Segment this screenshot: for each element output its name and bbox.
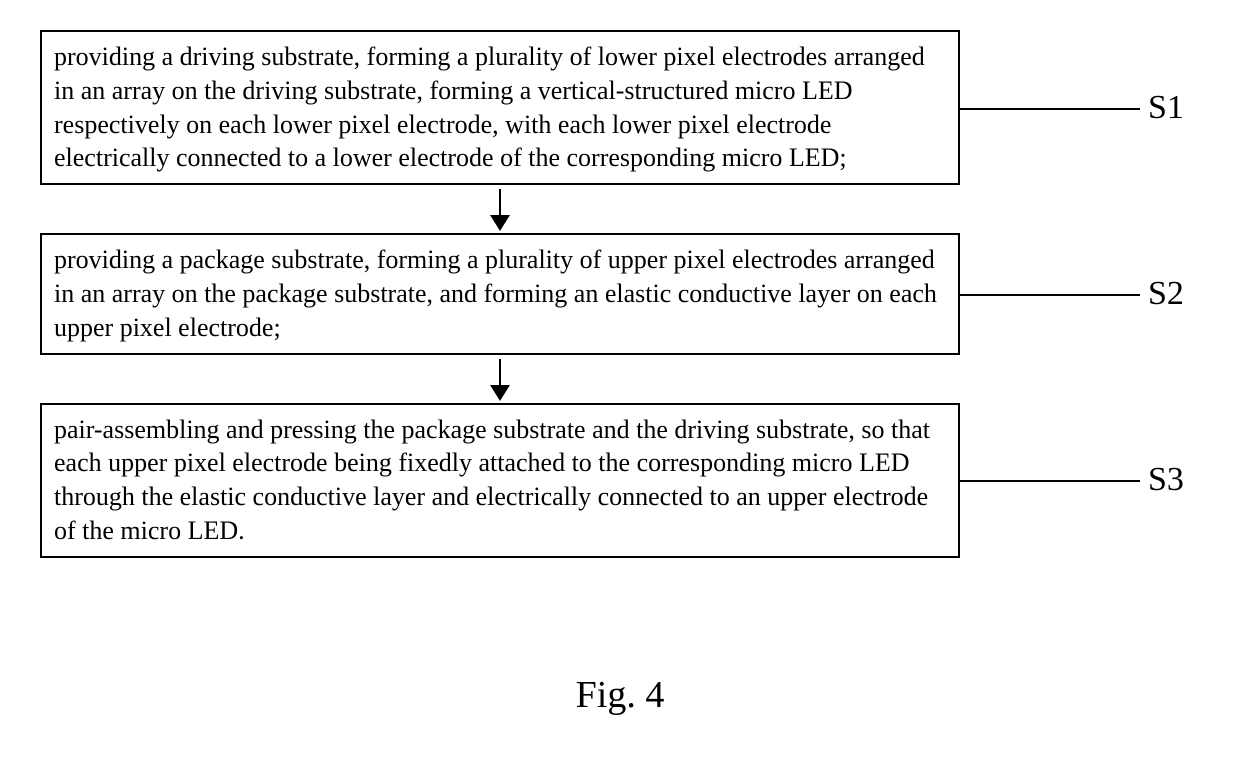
figure-label: Fig. 4 [0, 673, 1240, 717]
flowchart: providing a driving substrate, forming a… [40, 30, 1200, 558]
step-box-2: providing a package substrate, forming a… [40, 233, 960, 354]
connector-line-2 [960, 294, 1140, 296]
step-label-2: S2 [1148, 275, 1184, 313]
arrow-2 [40, 355, 960, 403]
step-row-1: providing a driving substrate, forming a… [40, 30, 1200, 185]
step-label-1: S1 [1148, 89, 1184, 127]
step-text-2: providing a package substrate, forming a… [54, 245, 937, 342]
step-box-1: providing a driving substrate, forming a… [40, 30, 960, 185]
connector-line-1 [960, 108, 1140, 110]
step-row-2: providing a package substrate, forming a… [40, 233, 1200, 354]
step-row-3: pair-assembling and pressing the package… [40, 403, 1200, 558]
step-text-3: pair-assembling and pressing the package… [54, 415, 930, 545]
step-text-1: providing a driving substrate, forming a… [54, 42, 925, 172]
connector-line-3 [960, 480, 1140, 482]
step-label-3: S3 [1148, 461, 1184, 499]
arrow-1 [40, 185, 960, 233]
step-box-3: pair-assembling and pressing the package… [40, 403, 960, 558]
